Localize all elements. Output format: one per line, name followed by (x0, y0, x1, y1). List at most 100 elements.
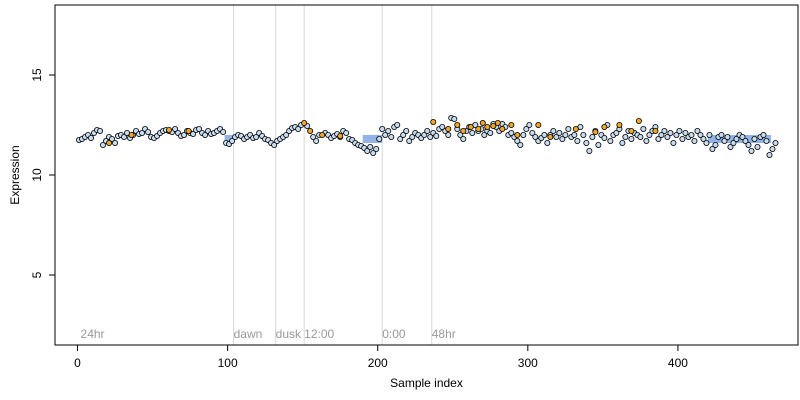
annotation-label: 12:00 (304, 327, 334, 341)
data-point (592, 128, 599, 135)
data-point (748, 147, 755, 154)
band-segment (707, 135, 771, 143)
data-point (514, 137, 521, 144)
data-point (445, 131, 452, 138)
data-point (616, 122, 623, 129)
data-point (457, 131, 464, 138)
data-point (364, 147, 371, 154)
data-point (394, 122, 401, 129)
data-point (637, 133, 644, 140)
data-point (424, 127, 431, 134)
data-point (460, 135, 467, 142)
data-point (467, 124, 474, 131)
data-point (106, 139, 113, 146)
data-point (661, 127, 668, 134)
data-point (479, 120, 486, 127)
x-tick-label: 200 (368, 356, 388, 370)
data-point (508, 122, 515, 129)
data-point (721, 137, 728, 144)
data-point (769, 145, 776, 152)
data-point (613, 129, 620, 136)
data-point (271, 141, 278, 148)
data-point (421, 131, 428, 138)
data-point (112, 139, 119, 146)
y-tick-label: 5 (30, 271, 44, 278)
data-point (697, 131, 704, 138)
x-tick-label: 0 (74, 356, 81, 370)
data-point (628, 135, 635, 142)
data-point (295, 126, 302, 133)
data-point (700, 135, 707, 142)
data-point (673, 131, 680, 138)
data-point (121, 133, 128, 140)
data-point (406, 137, 413, 144)
data-point (181, 131, 188, 138)
data-point (397, 135, 404, 142)
data-point (532, 133, 539, 140)
data-point (688, 131, 695, 138)
data-point (535, 122, 542, 129)
data-point (709, 145, 716, 152)
data-point (451, 116, 458, 123)
data-point (679, 135, 686, 142)
annotation-label: dawn (234, 327, 263, 341)
data-point (607, 137, 614, 144)
data-point (676, 127, 683, 134)
data-point (367, 143, 374, 150)
data-point (494, 120, 501, 127)
data-point (433, 132, 440, 139)
x-axis: 0 100 200 300 400 (74, 344, 688, 370)
data-point (520, 131, 527, 138)
annotation-label: 24hr (81, 327, 105, 341)
data-point (337, 132, 344, 139)
data-point (670, 139, 677, 146)
data-point (97, 127, 104, 134)
data-point (517, 141, 524, 148)
data-point (379, 126, 386, 133)
data-point (601, 134, 608, 141)
data-point (691, 137, 698, 144)
data-point (469, 129, 476, 136)
data-point (559, 135, 566, 142)
data-point (523, 126, 530, 133)
data-point (202, 131, 209, 138)
x-axis-title: Sample index (390, 376, 463, 390)
data-point (388, 133, 395, 140)
data-point (460, 127, 467, 134)
data-point (307, 127, 314, 134)
data-point (658, 131, 665, 138)
data-point (400, 131, 407, 138)
data-point (382, 131, 389, 138)
data-point (484, 124, 491, 131)
data-point (646, 131, 653, 138)
data-point (589, 133, 596, 140)
data-point (694, 127, 701, 134)
data-point (403, 127, 410, 134)
data-point (319, 131, 326, 138)
data-point (481, 131, 488, 138)
data-point (190, 130, 197, 137)
data-point (253, 133, 260, 140)
data-point (541, 131, 548, 138)
data-point (373, 145, 380, 152)
data-point (751, 135, 758, 142)
data-point (139, 129, 146, 136)
data-point (88, 134, 95, 141)
data-point (166, 127, 173, 134)
y-axis: 5 10 15 (30, 68, 56, 278)
data-point (730, 139, 737, 146)
data-point (739, 133, 746, 140)
data-point (586, 147, 593, 154)
data-point (565, 126, 572, 133)
data-point (454, 122, 461, 129)
annotation-lines (233, 5, 433, 345)
data-point (544, 139, 551, 146)
data-point (508, 129, 515, 136)
data-point (760, 131, 767, 138)
data-point (145, 128, 152, 135)
data-point (553, 133, 560, 140)
y-tick-label: 10 (30, 168, 44, 182)
data-point (185, 127, 192, 134)
data-point (682, 129, 689, 136)
